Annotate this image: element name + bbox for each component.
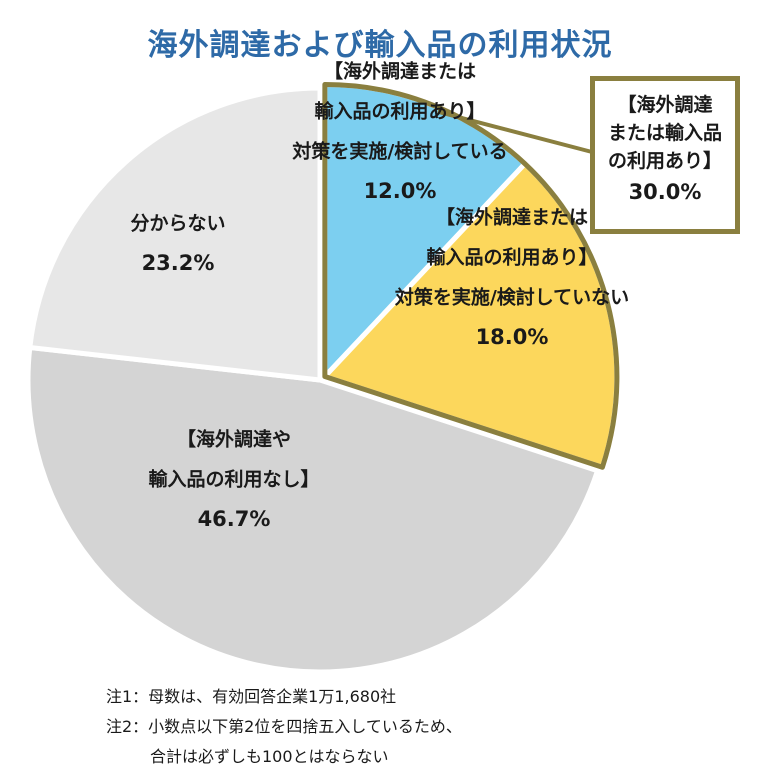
callout-line: 【海外調達 — [617, 94, 713, 116]
slice-category-label: 【海外調達または — [324, 60, 476, 83]
pie-slice-4 — [27, 85, 323, 383]
slice-value-label: 18.0% — [476, 325, 549, 349]
callout-line: の利用あり】 — [607, 150, 722, 172]
slice-category-label: 【海外調達や — [177, 428, 291, 451]
chart-title: 海外調達および輸入品の利用状況 — [147, 28, 613, 63]
footnotes: 注1：母数は、有効回答企業1万1,680社 注2：小数点以下第2位を四捨五入して… — [106, 682, 462, 772]
slice-value-label: 46.7% — [198, 507, 271, 531]
slice-value-label: 23.2% — [142, 251, 215, 275]
callout-box: 【海外調達 または輸入品 の利用あり】 30.0% — [590, 76, 740, 234]
slice-value-label: 12.0% — [364, 179, 437, 203]
pie-chart: 【海外調達または輸入品の利用あり】対策を実施/検討している12.0%【海外調達ま… — [25, 59, 630, 675]
slice-category-label: 分からない — [130, 213, 225, 235]
slice-category-label: 【海外調達または — [436, 206, 588, 229]
slice-category-label: 対策を実施/検討していない — [394, 286, 629, 309]
footnote-2: 注2：小数点以下第2位を四捨五入しているため、 — [106, 717, 462, 736]
slice-category-label: 対策を実施/検討している — [291, 140, 507, 163]
slice-category-label: 輸入品の利用あり】 — [314, 100, 485, 123]
pie-slice-3 — [25, 344, 601, 675]
slice-category-label: 輸入品の利用あり】 — [426, 246, 597, 269]
callout-value: 30.0% — [628, 180, 702, 204]
callout-line: または輸入品 — [607, 122, 722, 144]
footnote-3: 合計は必ずしも100とはならない — [150, 747, 389, 766]
callout-connector — [437, 109, 593, 154]
footnote-1: 注1：母数は、有効回答企業1万1,680社 — [106, 687, 397, 706]
exploded-group-outline — [322, 81, 620, 470]
slice-category-label: 輸入品の利用なし】 — [148, 468, 319, 491]
